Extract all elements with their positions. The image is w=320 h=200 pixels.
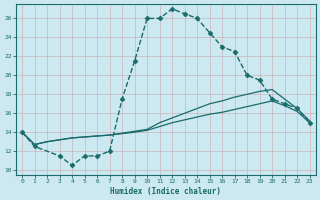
X-axis label: Humidex (Indice chaleur): Humidex (Indice chaleur): [110, 187, 221, 196]
